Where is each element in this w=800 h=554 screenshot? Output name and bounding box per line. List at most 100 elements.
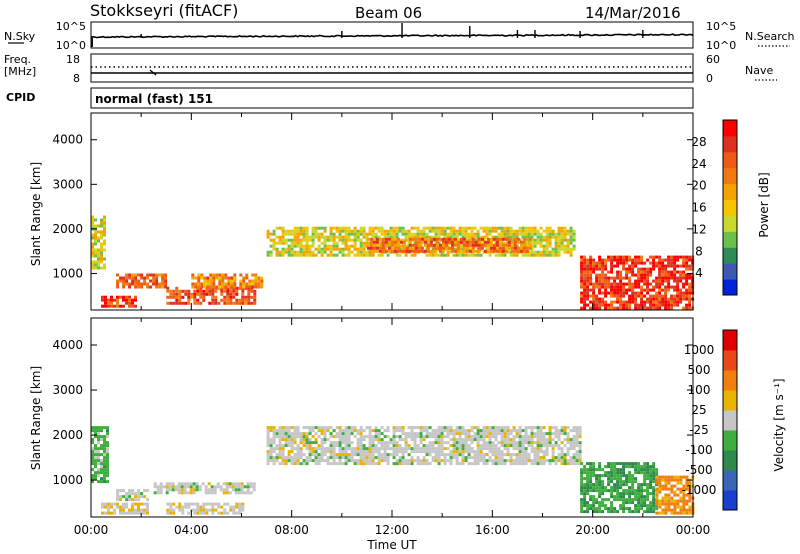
station-title: Stokkseyri (fitACF) <box>90 1 238 20</box>
heatmap-cell <box>679 499 683 503</box>
heatmap-cell <box>221 285 225 289</box>
heatmap-cell <box>610 300 614 304</box>
heatmap-cell <box>353 238 357 242</box>
heatmap-cell <box>226 511 230 515</box>
heatmap-cell <box>100 236 103 240</box>
colorbar-swatch <box>723 410 737 431</box>
heatmap-cell <box>437 241 441 245</box>
heatmap-cell <box>619 294 623 298</box>
heatmap-cell <box>586 297 590 301</box>
heatmap-cell <box>628 264 632 268</box>
heatmap-cell <box>410 253 414 257</box>
heatmap-cell <box>392 456 396 460</box>
heatmap-cell <box>329 426 333 430</box>
heatmap-cell <box>488 450 492 454</box>
heatmap-cell <box>213 485 217 489</box>
heatmap-cell <box>518 450 522 454</box>
heatmap-cell <box>601 498 605 502</box>
heatmap-cell <box>94 459 97 463</box>
heatmap-cell <box>583 504 587 508</box>
heatmap-cell <box>222 482 226 486</box>
heatmap-cell <box>100 224 103 228</box>
heatmap-cell <box>103 230 106 234</box>
heatmap-cell <box>616 285 620 289</box>
heatmap-cell <box>434 235 438 239</box>
heatmap-cell <box>437 462 441 466</box>
x-axis-tick-labels: 00:00 04:00 08:00 12:00 16:00 20:00 00:00 <box>74 523 711 537</box>
heatmap-cell <box>296 462 300 466</box>
heatmap-cell <box>461 429 465 433</box>
heatmap-cell <box>247 292 251 296</box>
heatmap-cell <box>320 429 324 433</box>
heatmap-cell <box>116 285 120 289</box>
heatmap-cell <box>464 226 468 230</box>
heatmap-cell <box>649 477 653 481</box>
heatmap-cell <box>134 508 137 512</box>
heatmap-cell <box>425 444 429 448</box>
heatmap-cell <box>404 229 408 233</box>
heatmap-cell <box>578 435 582 439</box>
heatmap-cell <box>443 229 447 233</box>
heatmap-cell <box>377 456 381 460</box>
heatmap-cell <box>506 232 510 236</box>
heatmap-cell <box>146 508 149 512</box>
heatmap-cell <box>640 261 644 265</box>
heatmap-cell <box>377 226 381 230</box>
heatmap-cell <box>329 441 333 445</box>
heatmap-cell <box>208 292 212 296</box>
heatmap-cell <box>613 258 617 262</box>
heatmap-cell <box>470 438 474 442</box>
heatmap-cell <box>542 244 546 248</box>
heatmap-cell <box>299 241 303 245</box>
heatmap-cell <box>640 486 644 490</box>
heatmap-cell <box>455 253 459 257</box>
heatmap-cell <box>548 426 552 430</box>
heatmap-cell <box>557 238 561 242</box>
heatmap-cell <box>673 270 677 274</box>
heatmap-cell <box>299 253 303 257</box>
heatmap-cell <box>284 456 288 460</box>
heatmap-cell <box>440 438 444 442</box>
heatmap-cell <box>465 249 469 253</box>
heatmap-cell <box>467 438 471 442</box>
heatmap-cell <box>260 276 264 280</box>
heatmap-cell <box>422 456 426 460</box>
heatmap-cell <box>503 226 507 230</box>
heatmap-cell <box>554 432 558 436</box>
heatmap-cell <box>168 485 172 489</box>
freq-blip <box>149 69 157 76</box>
heatmap-cell <box>595 303 599 307</box>
heatmap-cell <box>682 261 686 265</box>
heatmap-cell <box>470 235 474 239</box>
heatmap-cell <box>275 456 279 460</box>
heatmap-cell <box>97 459 100 463</box>
heatmap-cell <box>125 298 128 302</box>
heatmap-cell <box>281 253 285 257</box>
heatmap-cell <box>332 253 336 257</box>
heatmap-cell <box>323 247 327 251</box>
heatmap-cell <box>110 298 113 302</box>
colorbar-swatch <box>723 151 737 169</box>
heatmap-cell <box>583 282 587 286</box>
heatmap-cell <box>311 235 315 239</box>
heatmap-cell <box>640 291 644 295</box>
heatmap-cell <box>290 441 294 445</box>
heatmap-cell <box>431 456 435 460</box>
heatmap-cell <box>679 505 683 509</box>
heatmap-cell <box>682 484 686 488</box>
heatmap-cell <box>449 450 453 454</box>
heatmap-cell <box>679 264 683 268</box>
heatmap-cell <box>583 297 587 301</box>
heatmap-cell <box>470 232 474 236</box>
heatmap-cell <box>323 429 327 433</box>
heatmap-cell <box>398 226 402 230</box>
heatmap-cell <box>563 438 567 442</box>
heatmap-cell <box>175 505 179 509</box>
nave-tick-bottom: 0 <box>706 72 713 85</box>
heatmap-cell <box>299 247 303 251</box>
heatmap-cell <box>652 501 656 505</box>
heatmap-cell <box>381 240 385 244</box>
heatmap-cell <box>536 232 540 236</box>
heatmap-cell <box>566 247 570 251</box>
heatmap-cell <box>640 300 644 304</box>
